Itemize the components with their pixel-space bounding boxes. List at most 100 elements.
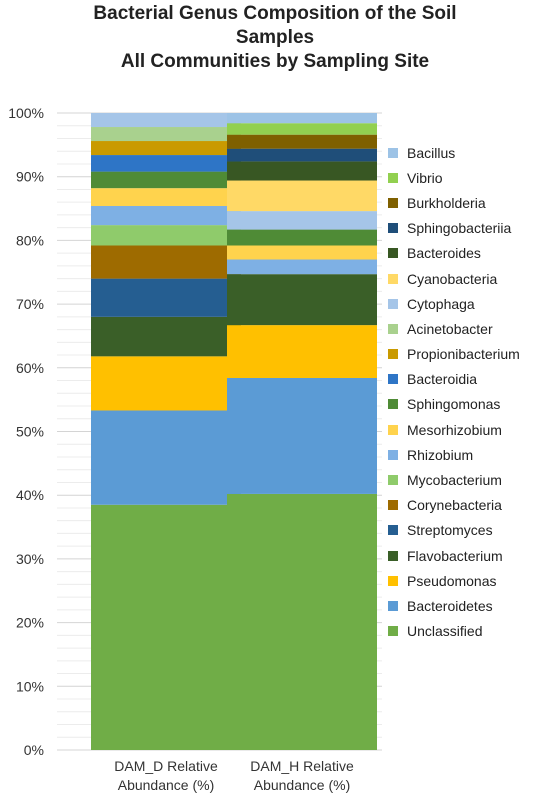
legend-swatch — [388, 424, 398, 435]
bar-segment — [227, 113, 377, 124]
bar-segment — [227, 377, 377, 494]
bar-segment — [91, 356, 241, 411]
legend-label: Unclassified — [407, 623, 483, 640]
legend-swatch — [388, 550, 398, 561]
y-axis: 0% 10% 20% 30% 40% 50% 60% 70% 80% 90% 100% — [8, 105, 44, 758]
legend-swatch — [388, 500, 398, 511]
chart-title-line-3: All Communities by Sampling Site — [120, 51, 430, 72]
legend-item: Propionibacterium — [388, 342, 520, 367]
legend-label: Rhizobium — [407, 446, 474, 463]
legend-item: Bacillus — [388, 140, 520, 165]
legend: Bacillus Vibrio Burkholderia Sphingobacteri… — [388, 140, 520, 644]
legend-item: Flavobacterium — [388, 543, 520, 568]
legend-label: Bacteroidetes — [407, 597, 493, 614]
legend-item: Bacteroidia — [388, 367, 520, 392]
legend-swatch — [388, 223, 398, 234]
legend-item: Acinetobacter — [388, 316, 520, 341]
legend-item: Streptomyces — [388, 518, 520, 543]
legend-item: Bacteroides — [388, 241, 520, 266]
legend-swatch — [388, 273, 398, 284]
legend-swatch — [388, 197, 398, 208]
bar-segment — [91, 155, 241, 172]
y-tick-label: 60% — [16, 360, 44, 376]
legend-item: Unclassified — [388, 619, 520, 644]
legend-label: Mycobacterium — [407, 472, 502, 489]
legend-item: Mycobacterium — [388, 467, 520, 492]
bar-segment — [227, 161, 377, 181]
bar-segment — [227, 274, 377, 326]
legend-label: Sphingobacteriia — [407, 220, 512, 237]
bar-segment — [91, 113, 241, 128]
bar-segment — [227, 245, 377, 260]
legend-label: Sphingomonas — [407, 396, 501, 413]
legend-item: Cytophaga — [388, 291, 520, 316]
bar-stack — [91, 113, 241, 750]
bar-segment — [227, 134, 377, 149]
bar-segment — [227, 148, 377, 162]
legend-swatch — [388, 525, 398, 536]
legend-item: Bacteroidetes — [388, 593, 520, 618]
y-tick-label: 100% — [8, 105, 44, 121]
legend-swatch — [388, 248, 398, 259]
bar-segment — [91, 171, 241, 189]
legend-item: Cyanobacteria — [388, 266, 520, 291]
x-category-label: DAM_H Relative Abundance (%) — [250, 758, 354, 793]
legend-swatch — [388, 626, 398, 637]
bar-segment — [91, 127, 241, 142]
bar-segment — [227, 123, 377, 135]
bar-segment — [91, 316, 241, 357]
y-tick-label: 30% — [16, 551, 44, 567]
bar-segment — [227, 180, 377, 212]
bar-segment — [91, 245, 241, 279]
bar-segment — [227, 211, 377, 230]
legend-label: Cytophaga — [407, 295, 475, 312]
legend-swatch — [388, 323, 398, 334]
legend-label: Vibrio — [407, 169, 443, 186]
legend-swatch — [388, 147, 398, 158]
legend-label: Bacteroidia — [407, 371, 478, 388]
legend-swatch — [388, 374, 398, 385]
legend-label: Bacteroides — [407, 245, 481, 262]
legend-swatch — [388, 575, 398, 586]
legend-item: Pseudomonas — [388, 568, 520, 593]
legend-label: Bacillus — [407, 144, 456, 161]
legend-label: Pseudomonas — [407, 572, 497, 589]
bar-segment — [91, 410, 241, 505]
legend-label: Cyanobacteria — [407, 270, 498, 287]
legend-item: Mesorhizobium — [388, 417, 520, 442]
legend-label: Propionibacterium — [407, 346, 520, 363]
x-category-label: DAM_D Relative Abundance (%) — [114, 758, 218, 793]
x-axis-labels: DAM_D Relative Abundance (%) DAM_H Relativ… — [114, 758, 354, 793]
legend-label: Corynebacteria — [407, 497, 502, 514]
legend-item: Sphingobacteriia — [388, 216, 520, 241]
chart-title: Bacterial Genus Composition of the Soil … — [0, 2, 550, 74]
y-tick-label: 90% — [16, 169, 44, 185]
legend-swatch — [388, 449, 398, 460]
legend-swatch — [388, 399, 398, 410]
bar-segment — [227, 229, 377, 246]
y-tick-label: 70% — [16, 296, 44, 312]
legend-label: Burkholderia — [407, 194, 486, 211]
y-tick-label: 20% — [16, 615, 44, 631]
bar-segment — [91, 504, 241, 750]
legend-swatch — [388, 172, 398, 183]
legend-swatch — [388, 298, 398, 309]
legend-label: Acinetobacter — [407, 320, 493, 337]
bar-segment — [227, 493, 377, 750]
legend-swatch — [388, 475, 398, 486]
legend-label: Streptomyces — [407, 522, 493, 539]
y-tick-label: 40% — [16, 487, 44, 503]
legend-label: Flavobacterium — [407, 547, 503, 564]
bar-segment — [227, 259, 377, 275]
bar-segment — [227, 325, 377, 378]
bars — [91, 113, 377, 750]
bar-segment — [91, 188, 241, 207]
y-tick-label: 10% — [16, 678, 44, 694]
y-tick-label: 0% — [24, 742, 44, 758]
bar-stack — [227, 113, 377, 750]
bar-segment — [91, 225, 241, 246]
bar-segment — [91, 206, 241, 226]
legend-item: Burkholderia — [388, 190, 520, 215]
bar-segment — [91, 141, 241, 156]
